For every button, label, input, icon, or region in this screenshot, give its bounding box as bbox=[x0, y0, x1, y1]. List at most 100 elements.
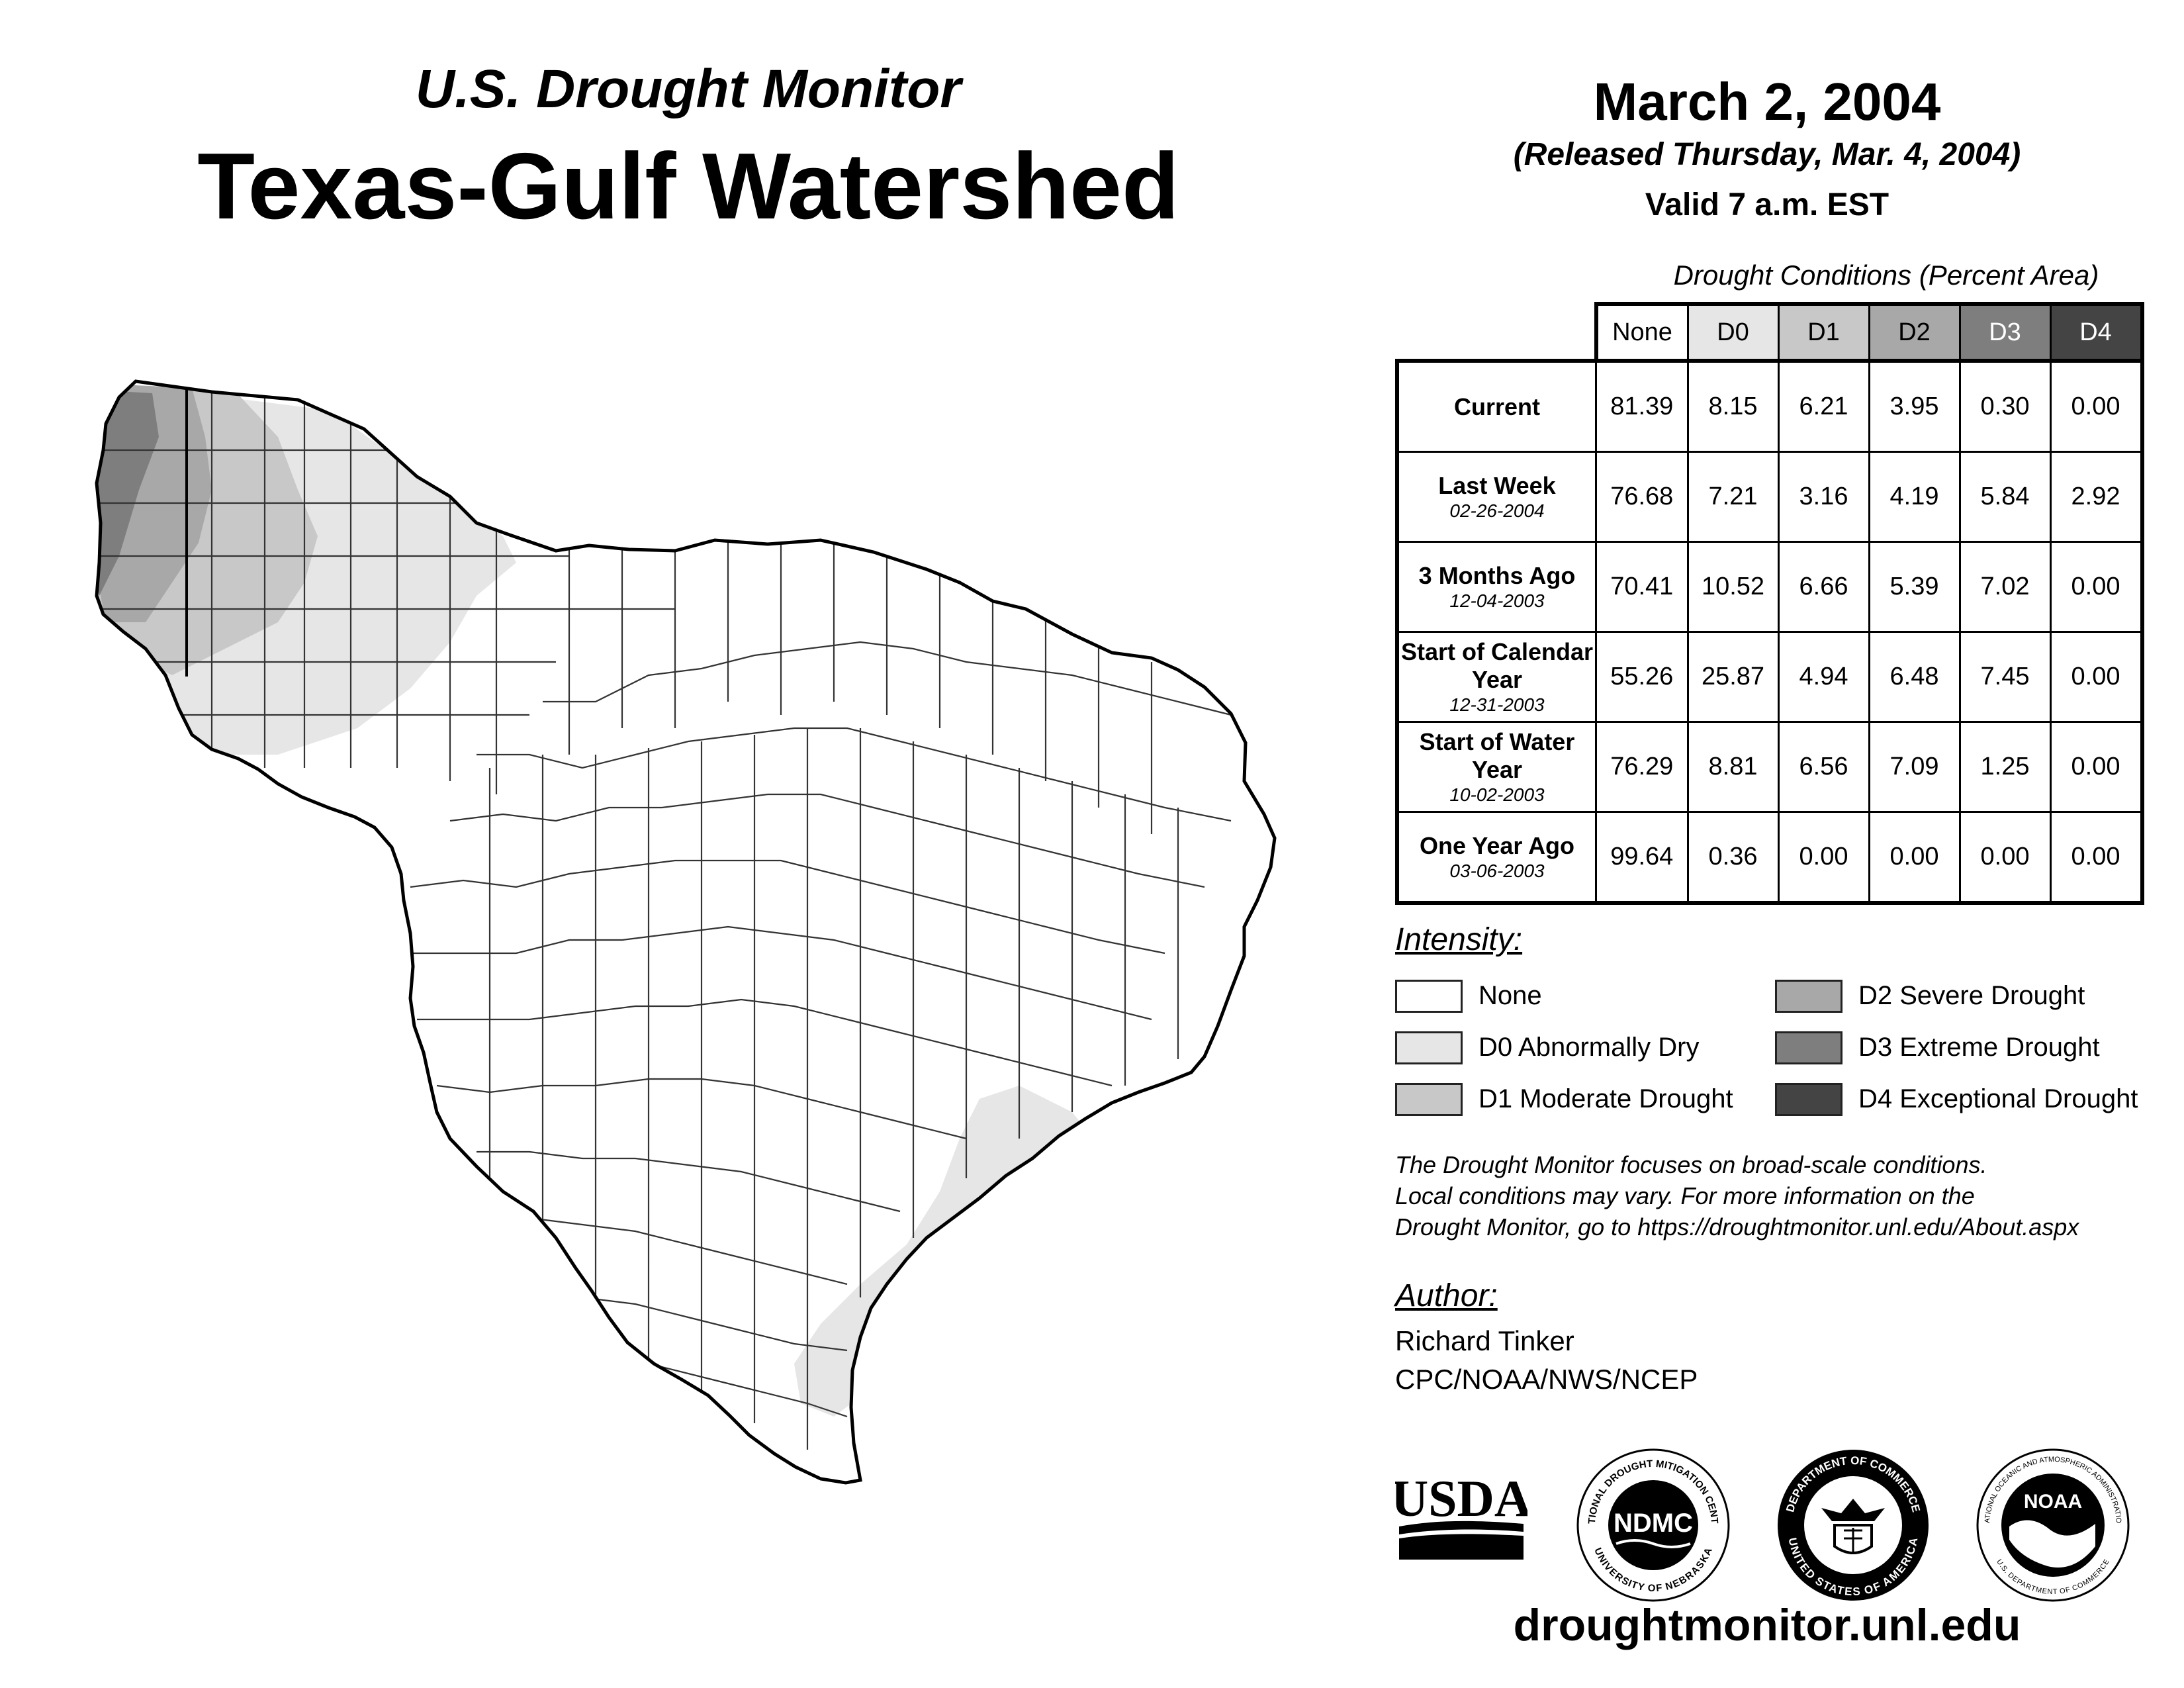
table-cell: 4.94 bbox=[1777, 631, 1870, 723]
table-row: Current 81.39 8.15 6.21 3.95 0.30 0.00 bbox=[1395, 359, 2144, 453]
watershed-map bbox=[79, 357, 1304, 1575]
table-cell: 0.00 bbox=[2049, 359, 2144, 453]
table-corner bbox=[1397, 304, 1596, 361]
table-cell: 8.81 bbox=[1686, 721, 1780, 813]
map-subtitle: U.S. Drought Monitor bbox=[415, 59, 962, 119]
col-header-d0: D0 bbox=[1686, 302, 1780, 362]
table-row: Start of Water Year 10-02-2003 76.29 8.81… bbox=[1395, 721, 2144, 813]
row-label: Current bbox=[1395, 359, 1597, 453]
table-cell: 6.66 bbox=[1777, 541, 1870, 633]
table-cell: 5.39 bbox=[1868, 541, 1961, 633]
table-cell: 0.36 bbox=[1686, 811, 1780, 905]
row-date: 02-26-2004 bbox=[1449, 500, 1545, 521]
row-date: 12-31-2003 bbox=[1449, 694, 1545, 715]
col-header-none: None bbox=[1594, 302, 1689, 362]
table-row: One Year Ago 03-06-2003 99.64 0.36 0.00 0… bbox=[1395, 811, 2144, 905]
table-cell: 3.95 bbox=[1868, 359, 1961, 453]
table-cell: 0.00 bbox=[2049, 631, 2144, 723]
table-cell: 0.30 bbox=[1958, 359, 2052, 453]
table-cell: 0.00 bbox=[1868, 811, 1961, 905]
usda-logo: USDA bbox=[1395, 1470, 1527, 1560]
table-cell: 0.00 bbox=[2049, 721, 2144, 813]
table-cell: 2.92 bbox=[2049, 451, 2144, 543]
valid-time: Valid 7 a.m. EST bbox=[1645, 187, 1889, 222]
table-cell: 7.09 bbox=[1868, 721, 1961, 813]
drought-conditions-table: None D0 D1 D2 D3 D4 Current 81.39 8.15 6… bbox=[1395, 302, 2144, 905]
release-date: (Released Thursday, Mar. 4, 2004) bbox=[1513, 137, 2021, 172]
row-label: Start of Calendar Year 12-31-2003 bbox=[1395, 631, 1597, 723]
legend-label: D1 Moderate Drought bbox=[1479, 1084, 1733, 1113]
legend-label: None bbox=[1479, 981, 1542, 1010]
author-title: Author: bbox=[1395, 1278, 1498, 1313]
table-cell: 55.26 bbox=[1595, 631, 1689, 723]
drought-areas bbox=[97, 381, 1275, 1483]
table-cell: 7.45 bbox=[1958, 631, 2052, 723]
table-cell: 99.64 bbox=[1595, 811, 1689, 905]
table-cell: 76.29 bbox=[1595, 721, 1689, 813]
table-cell: 8.15 bbox=[1686, 359, 1780, 453]
table-cell: 10.52 bbox=[1686, 541, 1780, 633]
legend-swatch bbox=[1775, 1083, 1843, 1116]
row-label: Last Week 02-26-2004 bbox=[1395, 451, 1597, 543]
row-label-text: Current bbox=[1453, 393, 1540, 420]
row-label-text: Last Week bbox=[1438, 471, 1556, 499]
legend-swatch bbox=[1775, 1031, 1843, 1064]
website-url: droughtmonitor.unl.edu bbox=[1513, 1600, 2021, 1650]
table-cell: 5.84 bbox=[1958, 451, 2052, 543]
ndmc-logo: NATIONAL DROUGHT MITIGATION CENTER UNIVE… bbox=[1575, 1447, 1730, 1602]
table-cell: 6.56 bbox=[1777, 721, 1870, 813]
table-cell: 81.39 bbox=[1595, 359, 1689, 453]
disclaimer-line: The Drought Monitor focuses on broad-sca… bbox=[1395, 1151, 1987, 1178]
legend-label: D0 Abnormally Dry bbox=[1479, 1033, 1700, 1062]
legend-swatch bbox=[1395, 980, 1463, 1013]
table-cell: 25.87 bbox=[1686, 631, 1780, 723]
row-date: 10-02-2003 bbox=[1449, 784, 1545, 805]
table-cell: 4.19 bbox=[1868, 451, 1961, 543]
table-cell: 7.02 bbox=[1958, 541, 2052, 633]
table-cell: 70.41 bbox=[1595, 541, 1689, 633]
map-date: March 2, 2004 bbox=[1593, 72, 1941, 131]
disclaimer-line: Drought Monitor, go to https://droughtmo… bbox=[1395, 1213, 2079, 1241]
col-header-d3: D3 bbox=[1958, 302, 2052, 362]
legend-label: D2 Severe Drought bbox=[1858, 981, 2085, 1010]
table-caption: Drought Conditions (Percent Area) bbox=[1673, 259, 2099, 291]
legend-swatch bbox=[1395, 1083, 1463, 1116]
row-label-text: Start of Calendar Year bbox=[1400, 637, 1594, 693]
disclaimer-line: Local conditions may vary. For more info… bbox=[1395, 1182, 1975, 1209]
ndmc-logo-text: NDMC bbox=[1614, 1509, 1693, 1538]
table-header-row: None D0 D1 D2 D3 D4 bbox=[1397, 302, 2144, 362]
table-row: 3 Months Ago 12-04-2003 70.41 10.52 6.66 … bbox=[1395, 541, 2144, 633]
table-cell: 7.21 bbox=[1686, 451, 1780, 543]
table-cell: 6.21 bbox=[1777, 359, 1870, 453]
col-header-d1: D1 bbox=[1777, 302, 1870, 362]
row-date: 12-04-2003 bbox=[1449, 590, 1545, 611]
col-header-d2: D2 bbox=[1868, 302, 1961, 362]
disclaimer: The Drought Monitor focuses on broad-sca… bbox=[1395, 1149, 2176, 1243]
table-cell: 0.00 bbox=[2049, 541, 2144, 633]
noaa-logo-text: NOAA bbox=[2024, 1491, 2082, 1513]
row-label: Start of Water Year 10-02-2003 bbox=[1395, 721, 1597, 813]
row-label-text: One Year Ago bbox=[1419, 831, 1575, 859]
table-row: Start of Calendar Year 12-31-2003 55.26 2… bbox=[1395, 631, 2144, 723]
legend-swatch bbox=[1775, 980, 1843, 1013]
legend-swatch bbox=[1395, 1031, 1463, 1064]
legend-label: D4 Exceptional Drought bbox=[1858, 1084, 2138, 1113]
noaa-logo: NATIONAL OCEANIC AND ATMOSPHERIC ADMINIS… bbox=[1975, 1447, 2130, 1602]
table-row: Last Week 02-26-2004 76.68 7.21 3.16 4.19… bbox=[1395, 451, 2144, 543]
legend-label: D3 Extreme Drought bbox=[1858, 1033, 2100, 1062]
author-org: CPC/NOAA/NWS/NCEP bbox=[1395, 1364, 1698, 1395]
row-label-text: 3 Months Ago bbox=[1418, 561, 1576, 589]
row-label: 3 Months Ago 12-04-2003 bbox=[1395, 541, 1597, 633]
table-cell: 1.25 bbox=[1958, 721, 2052, 813]
table-cell: 0.00 bbox=[2049, 811, 2144, 905]
row-label: One Year Ago 03-06-2003 bbox=[1395, 811, 1597, 905]
col-header-d4: D4 bbox=[2049, 302, 2144, 362]
table-cell: 0.00 bbox=[1958, 811, 2052, 905]
table-cell: 0.00 bbox=[1777, 811, 1870, 905]
table-cell: 3.16 bbox=[1777, 451, 1870, 543]
author-name: Richard Tinker bbox=[1395, 1325, 1574, 1356]
usda-logo-text: USDA bbox=[1395, 1470, 1527, 1527]
row-label-text: Start of Water Year bbox=[1419, 727, 1575, 783]
row-date: 03-06-2003 bbox=[1449, 860, 1545, 881]
doc-seal-logo: DEPARTMENT OF COMMERCE UNITED STATES OF … bbox=[1778, 1450, 1929, 1601]
